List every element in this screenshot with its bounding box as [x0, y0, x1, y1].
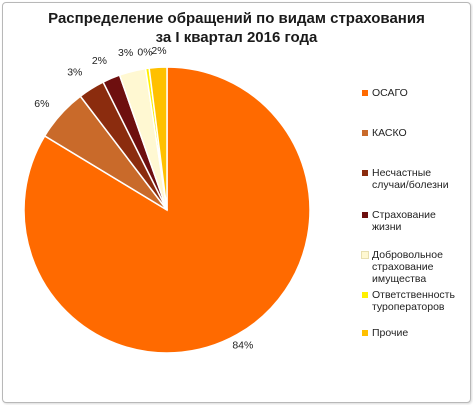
legend-label: Несчастные случаи/болезни	[372, 167, 449, 191]
data-label: 2%	[151, 45, 166, 57]
pie-slice	[23, 66, 311, 354]
pie-chart: 84%6%3%2%3% 0%2%	[23, 45, 311, 354]
legend-label: КАСКО	[372, 127, 407, 139]
data-label: 84%	[232, 340, 253, 352]
pie-slice	[148, 66, 168, 211]
data-label: 0%	[137, 46, 152, 58]
legend-label: ОСАГО	[372, 87, 408, 99]
legend-label: Ответственность туроператоров	[372, 289, 455, 313]
legend-swatch	[362, 212, 368, 218]
data-label: 3%	[67, 67, 82, 79]
data-label: 3%	[118, 47, 133, 59]
legend-label: Страхование жизни	[372, 209, 436, 233]
data-label: 6%	[34, 98, 49, 110]
legend-label: Прочие	[372, 327, 409, 339]
legend-swatch	[362, 292, 368, 298]
legend-swatch	[362, 90, 368, 96]
data-label: 2%	[92, 55, 107, 67]
legend-swatch	[361, 251, 369, 259]
legend-swatch	[362, 330, 368, 336]
chart-title-line-1: Распределение обращений по видам страхов…	[48, 10, 425, 27]
chart-title-line-2: за I квартал 2016 года	[155, 29, 318, 46]
chart-title: Распределение обращений по видам страхов…	[3, 9, 470, 47]
legend-label: Добровольное страхование имущества	[372, 249, 443, 285]
legend-swatch	[362, 170, 368, 176]
legend-swatch	[362, 130, 368, 136]
